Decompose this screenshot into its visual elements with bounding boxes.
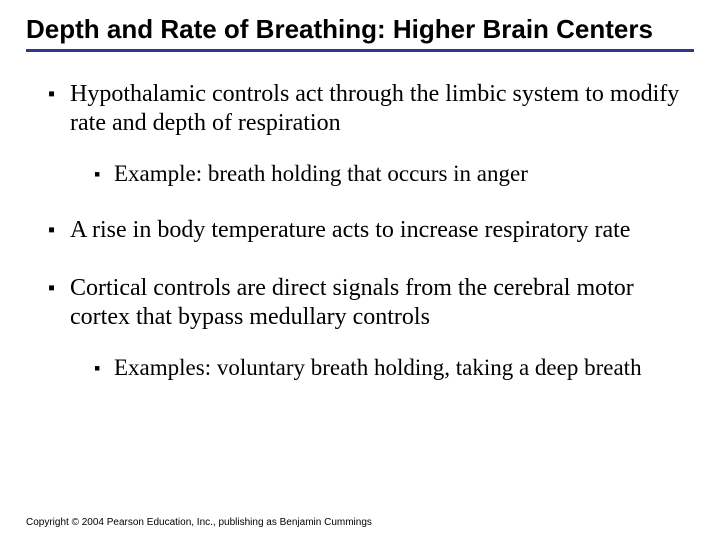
square-bullet-icon: ▪ <box>94 160 114 188</box>
bullet-text-span: Hypothalamic controls act through the li… <box>70 81 679 136</box>
bullet-level1: ▪ Hypothalamic controls act through the … <box>48 80 694 189</box>
bullet-level2: ▪ Example: breath holding that occurs in… <box>70 160 694 188</box>
square-bullet-icon: ▪ <box>48 80 70 189</box>
square-bullet-icon: ▪ <box>48 216 70 245</box>
sub-bullets: ▪ Examples: voluntary breath holding, ta… <box>70 354 694 382</box>
bullet-level2: ▪ Examples: voluntary breath holding, ta… <box>70 354 694 382</box>
copyright-text: Copyright © 2004 Pearson Education, Inc.… <box>26 517 372 528</box>
bullet-text: Example: breath holding that occurs in a… <box>114 160 528 188</box>
slide-content: ▪ Hypothalamic controls act through the … <box>26 80 694 382</box>
bullet-level1: ▪ Cortical controls are direct signals f… <box>48 274 694 383</box>
bullet-text-span: Cortical controls are direct signals fro… <box>70 275 634 330</box>
bullet-text: Examples: voluntary breath holding, taki… <box>114 354 642 382</box>
sub-bullets: ▪ Example: breath holding that occurs in… <box>70 160 694 188</box>
slide-title: Depth and Rate of Breathing: Higher Brai… <box>26 14 694 52</box>
bullet-text: Hypothalamic controls act through the li… <box>70 80 694 189</box>
bullet-level1: ▪ A rise in body temperature acts to inc… <box>48 216 694 245</box>
square-bullet-icon: ▪ <box>94 354 114 382</box>
slide: Depth and Rate of Breathing: Higher Brai… <box>0 0 720 540</box>
bullet-text: A rise in body temperature acts to incre… <box>70 216 630 245</box>
bullet-text: Cortical controls are direct signals fro… <box>70 274 694 383</box>
square-bullet-icon: ▪ <box>48 274 70 383</box>
